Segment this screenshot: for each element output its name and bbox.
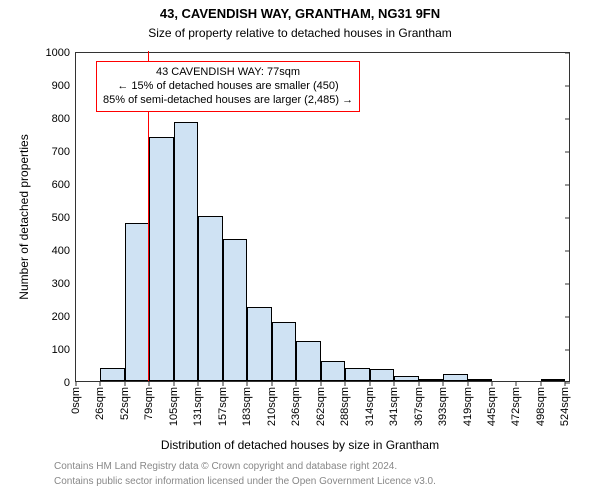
- histogram-bar: [223, 239, 247, 381]
- x-tick-label: 472sqm: [510, 381, 522, 426]
- footer-line-1: Contains HM Land Registry data © Crown c…: [54, 461, 397, 472]
- x-tick-label: 419sqm: [462, 381, 474, 426]
- y-tick-label: 800: [52, 113, 76, 125]
- y-tick-label: 300: [52, 278, 76, 290]
- chart-title-sub: Size of property relative to detached ho…: [0, 26, 600, 40]
- histogram-bar: [174, 122, 198, 381]
- x-tick-label: 367sqm: [413, 381, 425, 426]
- histogram-bar: [247, 307, 271, 381]
- chart-title-main: 43, CAVENDISH WAY, GRANTHAM, NG31 9FN: [0, 6, 600, 21]
- histogram-bar: [125, 223, 149, 381]
- y-tick-mark: [565, 119, 570, 120]
- footer-line-2: Contains public sector information licen…: [54, 476, 436, 487]
- x-tick-label: 105sqm: [168, 381, 180, 426]
- histogram-bar: [394, 376, 418, 381]
- y-tick-label: 600: [52, 179, 76, 191]
- histogram-bar: [149, 137, 173, 381]
- x-tick-label: 157sqm: [217, 381, 229, 426]
- x-tick-label: 52sqm: [119, 381, 131, 420]
- histogram-bar: [321, 361, 345, 381]
- annotation-box: 43 CAVENDISH WAY: 77sqm← 15% of detached…: [96, 61, 360, 112]
- x-tick-label: 341sqm: [388, 381, 400, 426]
- histogram-bar: [296, 341, 320, 381]
- y-tick-label: 200: [52, 311, 76, 323]
- x-tick-label: 79sqm: [143, 381, 155, 420]
- histogram-bar: [198, 216, 222, 381]
- y-tick-label: 400: [52, 245, 76, 257]
- annotation-line: ← 15% of detached houses are smaller (45…: [103, 80, 353, 94]
- y-tick-mark: [565, 350, 570, 351]
- x-tick-label: 314sqm: [364, 381, 376, 426]
- x-tick-label: 26sqm: [94, 381, 106, 420]
- x-tick-label: 131sqm: [192, 381, 204, 426]
- x-tick-label: 288sqm: [339, 381, 351, 426]
- histogram-bar: [345, 368, 369, 381]
- histogram-bar: [541, 379, 565, 381]
- y-tick-mark: [565, 185, 570, 186]
- plot-area: 010020030040050060070080090010000sqm26sq…: [75, 52, 570, 382]
- y-tick-mark: [565, 317, 570, 318]
- y-tick-label: 100: [52, 344, 76, 356]
- histogram-bar: [100, 368, 124, 381]
- x-tick-label: 262sqm: [315, 381, 327, 426]
- y-tick-label: 500: [52, 212, 76, 224]
- y-tick-label: 1000: [46, 47, 76, 59]
- y-tick-mark: [565, 218, 570, 219]
- y-tick-label: 900: [52, 80, 76, 92]
- histogram-bar: [443, 374, 467, 381]
- x-tick-label: 183sqm: [241, 381, 253, 426]
- x-tick-label: 445sqm: [486, 381, 498, 426]
- x-axis-label: Distribution of detached houses by size …: [0, 438, 600, 452]
- y-axis-label: Number of detached properties: [17, 134, 31, 299]
- y-tick-mark: [565, 86, 570, 87]
- histogram-bar: [468, 379, 492, 381]
- x-tick-label: 393sqm: [437, 381, 449, 426]
- y-tick-mark: [565, 152, 570, 153]
- x-tick-label: 498sqm: [535, 381, 547, 426]
- histogram-bar: [272, 322, 296, 381]
- y-tick-label: 700: [52, 146, 76, 158]
- histogram-bar: [419, 379, 443, 381]
- y-tick-mark: [565, 53, 570, 54]
- y-tick-mark: [565, 284, 570, 285]
- annotation-line: 43 CAVENDISH WAY: 77sqm: [103, 66, 353, 80]
- x-tick-label: 210sqm: [266, 381, 278, 426]
- x-tick-label: 0sqm: [70, 381, 82, 414]
- annotation-line: 85% of semi-detached houses are larger (…: [103, 94, 353, 108]
- y-tick-mark: [565, 251, 570, 252]
- histogram-bar: [370, 369, 394, 381]
- x-tick-label: 236sqm: [290, 381, 302, 426]
- x-tick-label: 524sqm: [559, 381, 571, 426]
